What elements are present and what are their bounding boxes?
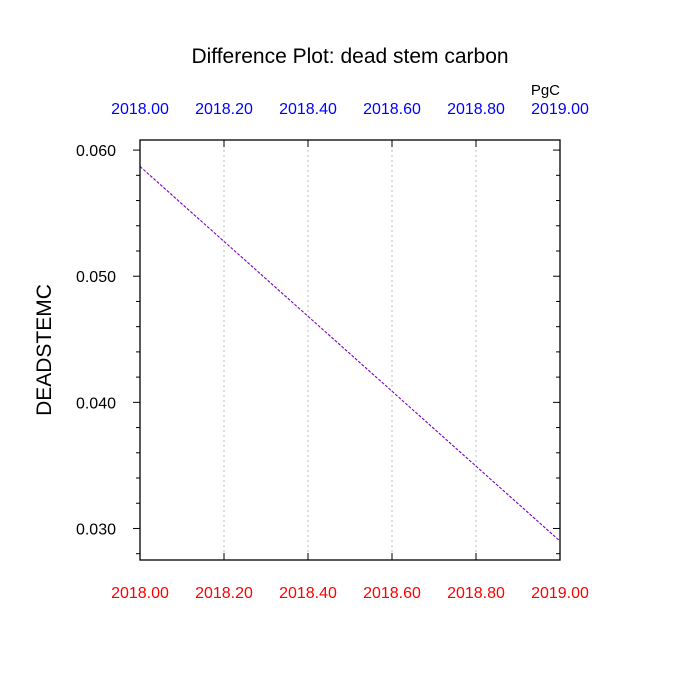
x-tick-label-bottom: 2018.40	[279, 585, 337, 602]
x-tick-label-top: 2018.80	[447, 101, 505, 118]
grid-layer	[223, 140, 477, 560]
x-tick-label-top: 2018.20	[195, 101, 253, 118]
y-axis-label: DEADSTEMC	[33, 284, 56, 416]
x-tick-label-top: 2018.00	[111, 101, 169, 118]
y-tick-label: 0.060	[76, 143, 116, 160]
x-tick-label-bottom: 2018.00	[111, 585, 169, 602]
x-tick-label-top: 2019.00	[531, 101, 589, 118]
x-tick-label-bottom: 2018.20	[195, 585, 253, 602]
x-tick-label-bottom: 2019.00	[531, 585, 589, 602]
y-tick-label: 0.050	[76, 269, 116, 286]
x-tick-label-bottom: 2018.80	[447, 585, 505, 602]
y-tick-label: 0.030	[76, 521, 116, 538]
series-line	[139, 166, 561, 542]
series-layer	[139, 166, 561, 542]
plot-frame	[139, 139, 561, 561]
units-label: PgC	[531, 82, 560, 99]
x-tick-label-bottom: 2018.60	[363, 585, 421, 602]
chart-title: Difference Plot: dead stem carbon	[191, 45, 508, 68]
x-tick-label-top: 2018.40	[279, 101, 337, 118]
y-tick-label: 0.040	[76, 395, 116, 412]
axis-layer: 2018.00 2018.00 2018.20 2018.20 2018.40 2018.…	[76, 101, 589, 602]
x-tick-label-top: 2018.60	[363, 101, 421, 118]
